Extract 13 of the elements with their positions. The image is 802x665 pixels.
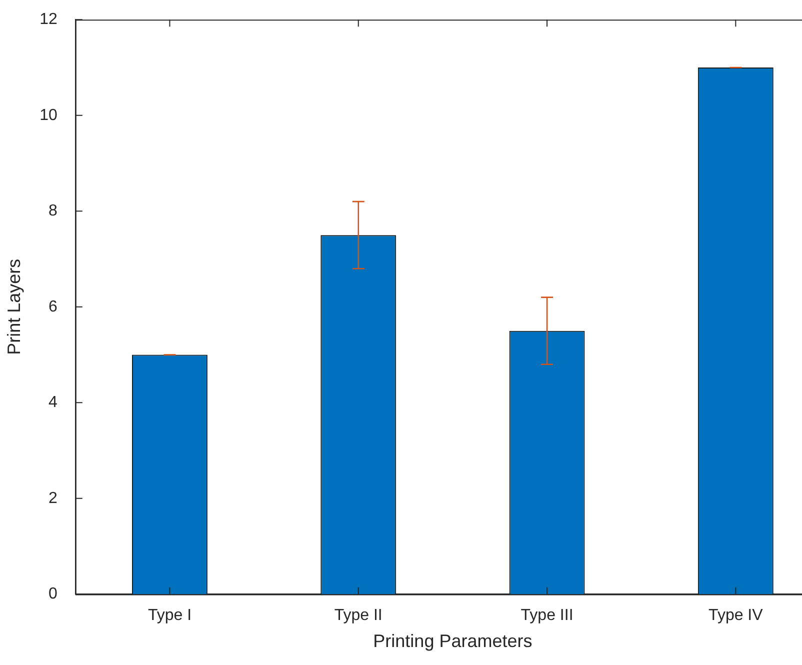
y-tick-label: 2 [48, 490, 58, 507]
y-tick-label: 4 [48, 394, 58, 412]
y-tick-label: 6 [48, 298, 58, 316]
y-axis-title: Print Layers [4, 258, 24, 355]
x-tick-label: Type III [520, 607, 574, 624]
x-axis-title: Printing Parameters [373, 631, 532, 652]
y-tick-label: 12 [40, 11, 58, 28]
x-tick-label: Type II [334, 607, 382, 624]
x-tick-label: Type IV [708, 607, 764, 624]
y-tick-label: 8 [48, 202, 58, 220]
y-tick-label: 10 [40, 106, 58, 124]
x-tick-label: Type I [148, 607, 192, 624]
y-tick-label: 0 [48, 586, 58, 603]
